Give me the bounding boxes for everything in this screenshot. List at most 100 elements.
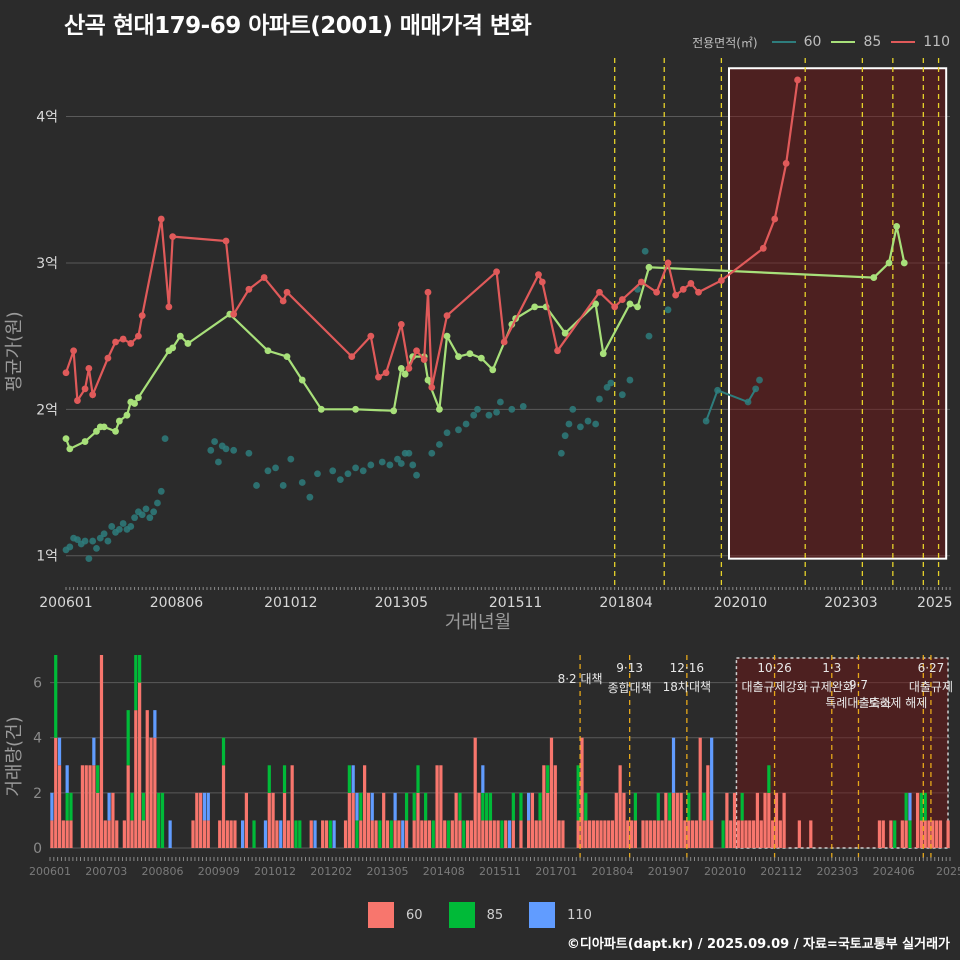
data-point-85 <box>443 332 451 340</box>
data-point-60 <box>557 449 565 457</box>
event-label: 6·27 <box>918 661 945 675</box>
volume-bar-60 <box>485 820 489 848</box>
volume-bar-110 <box>279 820 283 848</box>
volume-bar-60 <box>641 820 645 848</box>
x-tick-label: 200806 <box>150 595 204 611</box>
volume-bar-85 <box>656 792 660 821</box>
legend-bottom-110: 110 <box>529 902 592 928</box>
legend-bottom: 60 85 110 <box>0 900 960 930</box>
event-label: 1·3 <box>822 661 841 675</box>
volume-x-tick-label: 202010 <box>704 865 746 878</box>
volume-bar-110 <box>401 820 405 848</box>
volume-bar-85 <box>359 792 363 821</box>
data-point-110 <box>695 288 702 296</box>
volume-bar-85 <box>546 765 550 793</box>
data-point-110 <box>397 321 405 328</box>
volume-bar-60 <box>496 820 500 848</box>
data-point-60 <box>519 403 527 410</box>
volume-bar-60 <box>694 820 699 848</box>
volume-bar-60 <box>111 792 115 848</box>
data-point-85 <box>599 350 607 358</box>
volume-bar-85 <box>378 820 382 848</box>
data-point-60 <box>367 461 375 469</box>
data-point-60 <box>626 376 634 384</box>
data-point-60 <box>272 464 279 472</box>
data-point-110 <box>165 303 173 311</box>
legend-key-60 <box>368 902 395 928</box>
volume-bar-60 <box>221 765 226 848</box>
data-point-60 <box>756 376 763 384</box>
data-point-60 <box>96 534 104 542</box>
volume-bar-110 <box>710 737 714 821</box>
event-label: 대출규제 <box>909 680 953 694</box>
volume-bar-110 <box>168 820 172 848</box>
data-point-60 <box>245 449 253 457</box>
data-point-85 <box>424 376 432 384</box>
data-point-85 <box>115 417 123 425</box>
data-point-110 <box>500 338 508 346</box>
volume-bar-60 <box>626 820 630 848</box>
volume-bar-60 <box>938 820 943 848</box>
data-point-110 <box>127 340 135 347</box>
data-point-60 <box>493 408 500 416</box>
legend-top: 전용면적(㎡) 60 85 110 <box>692 32 950 52</box>
volume-bar-60 <box>359 820 363 848</box>
volume-bar-60 <box>900 820 904 848</box>
data-point-85 <box>112 427 119 435</box>
data-point-110 <box>70 347 78 355</box>
legend-item-110: 110 <box>891 34 950 50</box>
x-tick-label: 201305 <box>375 595 428 611</box>
volume-bar-60 <box>511 820 515 848</box>
volume-bar-60 <box>267 792 271 848</box>
volume-bar-85 <box>481 792 485 821</box>
x-tick-label: 202010 <box>714 595 767 611</box>
volume-bar-60 <box>50 820 54 848</box>
volume-bar-60 <box>126 765 130 848</box>
data-point-85 <box>298 376 306 384</box>
data-point-110 <box>348 353 356 361</box>
volume-bar-110 <box>153 710 157 738</box>
volume-bar-60 <box>881 820 885 848</box>
volume-bar-60 <box>778 820 782 848</box>
volume-bar-60 <box>92 765 96 848</box>
data-point-60 <box>584 417 592 425</box>
volume-bar-60 <box>99 655 104 848</box>
data-point-60 <box>394 455 401 463</box>
volume-bar-60 <box>549 737 554 848</box>
data-point-60 <box>603 383 611 391</box>
volume-bar-85 <box>221 737 226 766</box>
volume-bar-60 <box>607 820 611 848</box>
event-label: 18차대책 <box>663 679 711 694</box>
volume-bar-60 <box>889 820 893 848</box>
volume-bar-60 <box>946 820 950 848</box>
data-point-60 <box>108 523 116 530</box>
volume-bar-60 <box>671 792 676 848</box>
volume-bar-60 <box>420 820 424 848</box>
volume-bar-60 <box>450 820 454 848</box>
volume-bar-60 <box>687 820 691 848</box>
legend-item-60: 60 <box>771 34 821 50</box>
volume-x-tick-label: 202406 <box>873 865 915 878</box>
volume-bar-60 <box>771 820 775 848</box>
data-point-60 <box>81 537 89 545</box>
volume-bar-60 <box>526 820 531 848</box>
volume-bar-110 <box>393 792 397 821</box>
x-tick-label: 200601 <box>39 595 92 611</box>
volume-bar-60 <box>683 820 687 848</box>
volume-bar-85 <box>431 820 435 848</box>
volume-bar-60 <box>877 820 882 848</box>
data-point-110 <box>535 271 542 279</box>
legend-bottom-85: 85 <box>448 902 503 928</box>
data-point-85 <box>123 411 131 419</box>
data-point-60 <box>138 511 146 519</box>
volume-bar-60 <box>271 792 275 848</box>
volume-bar-60 <box>412 820 416 848</box>
volume-bar-60 <box>290 765 294 848</box>
data-point-60 <box>344 470 352 478</box>
volume-bar-60 <box>553 765 557 848</box>
data-point-60 <box>264 467 272 475</box>
data-point-60 <box>596 395 603 403</box>
volume-bar-60 <box>904 820 908 848</box>
data-point-60 <box>329 467 337 475</box>
volume-bar-85 <box>702 792 706 821</box>
